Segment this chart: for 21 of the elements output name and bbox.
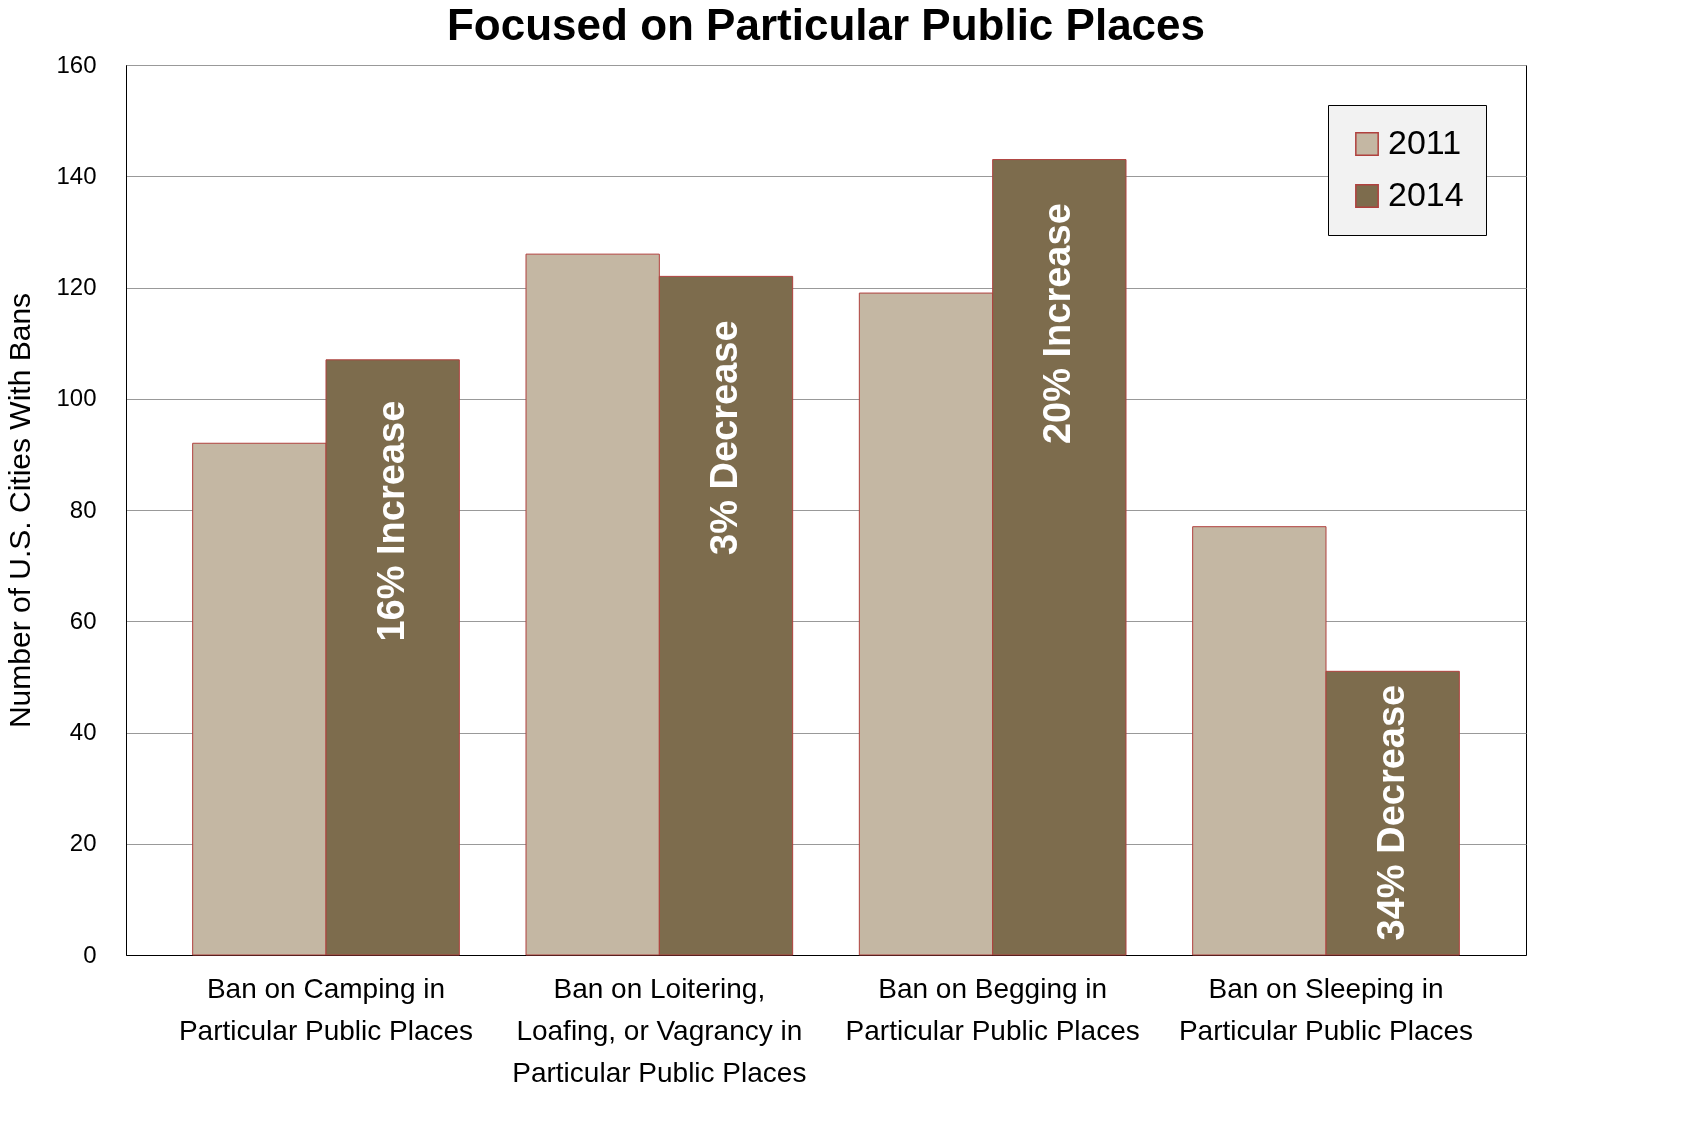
- x-tick-label: Ban on Sleeping in Particular Public Places: [1178, 972, 1474, 1046]
- y-tick-label: 20: [69, 829, 97, 857]
- y-axis-title: Number of U.S. Cities With Bans: [3, 292, 37, 729]
- x-tick-label: Ban on Begging in Particular Public Places: [845, 972, 1140, 1046]
- annotation: 16% Increase: [369, 400, 412, 642]
- legend-label: 2014: [1388, 175, 1464, 213]
- x-tick-label: Ban on Camping in Particular Public Places: [178, 972, 474, 1046]
- y-tick-label: 120: [56, 273, 97, 300]
- y-tick-label: 80: [69, 495, 97, 523]
- annotation: 20% Increase: [1036, 203, 1079, 445]
- chart-title: Focused on Particular Public Places: [446, 0, 1206, 49]
- annotation: 3% Decrease: [703, 320, 745, 555]
- x-tick-label: Ban on Loitering, Loafing, or Vagrancy in Particular Public Places: [512, 972, 807, 1088]
- y-tick-label: 160: [56, 50, 97, 78]
- y-tick-label: 0: [83, 940, 97, 968]
- annotation: 34% Decrease: [1369, 684, 1412, 941]
- y-tick-label: 60: [69, 606, 97, 634]
- y-tick-label: 40: [69, 718, 97, 745]
- legend-label: 2011: [1388, 123, 1462, 161]
- y-tick-label: 100: [56, 384, 97, 412]
- y-tick-label: 140: [56, 161, 97, 189]
